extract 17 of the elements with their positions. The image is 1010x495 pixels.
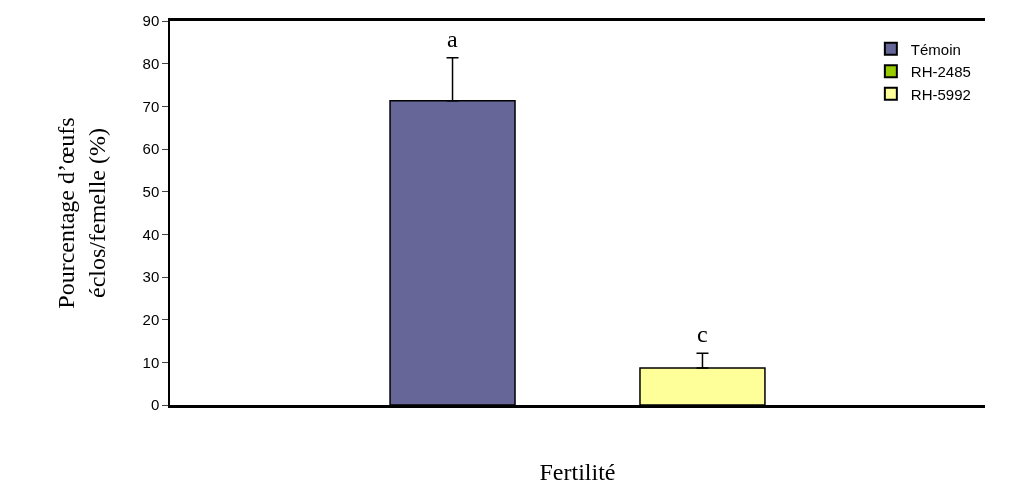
x-axis-title: Fertilité — [539, 459, 616, 486]
y-tick-label: 90 — [142, 12, 160, 30]
y-tick-label: 30 — [142, 268, 160, 286]
y-tick-label: 60 — [142, 140, 160, 158]
legend-label: RH-5992 — [910, 85, 971, 103]
legend-label: RH-2485 — [910, 63, 971, 81]
y-tick-label: 0 — [150, 396, 160, 414]
y-tick-label: 20 — [142, 310, 160, 328]
y-tick-label: 80 — [142, 54, 160, 72]
data-label: a — [447, 26, 458, 52]
y-tick-label: 40 — [142, 225, 160, 243]
y-tick-label: 10 — [142, 353, 160, 371]
y-tick-label: 70 — [142, 97, 160, 115]
y-axis-title: Pourcentage d’œufs éclos/femelle (%) — [52, 117, 111, 309]
legend-label: Témoin — [910, 40, 961, 58]
data-label: c — [697, 321, 708, 347]
y-tick-label: 50 — [142, 182, 160, 200]
